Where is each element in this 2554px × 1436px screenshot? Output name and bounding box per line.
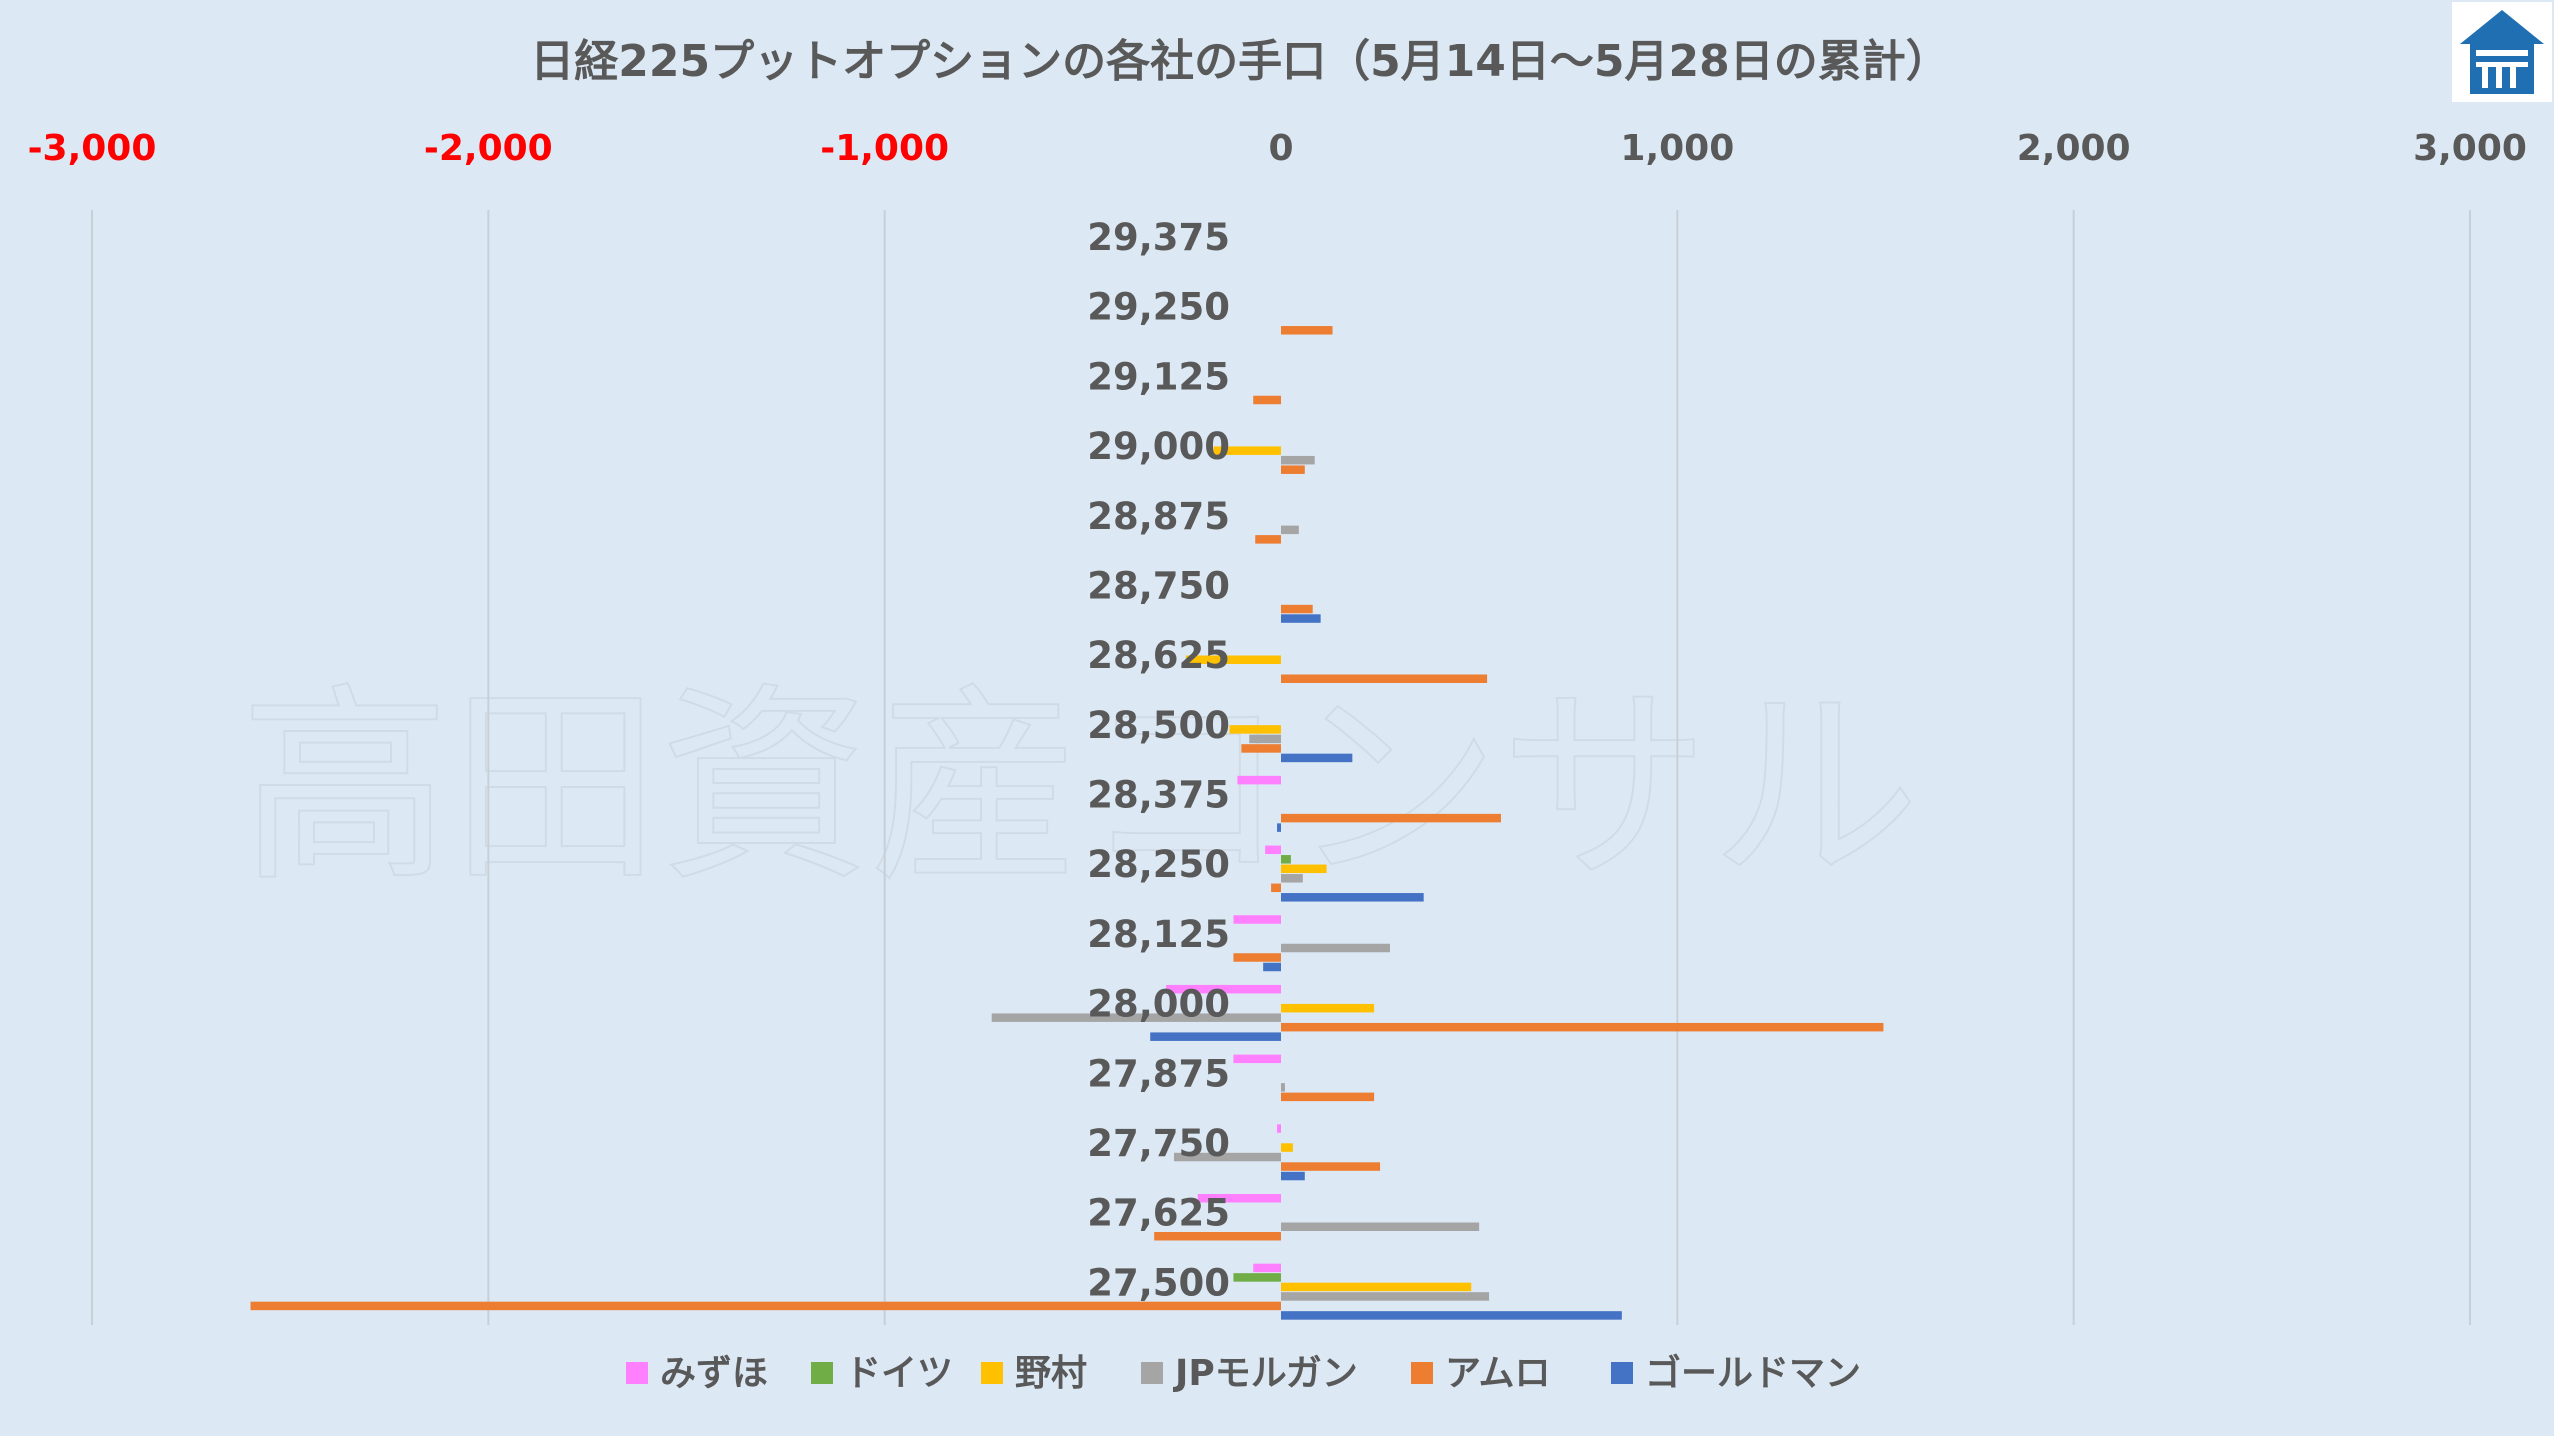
category-label: 29,000 [1087,425,1230,468]
category-label: 28,250 [1087,843,1230,886]
legend-label: JPモルガン [1172,1353,1358,1394]
bar [1281,1022,1884,1032]
bar [1281,1311,1622,1320]
bar [1281,1092,1375,1102]
bar [1281,1282,1472,1292]
legend-label: ゴールドマン [1645,1352,1861,1394]
category-label: 28,375 [1087,774,1230,817]
category-label: 28,750 [1087,564,1230,607]
category-label: 27,875 [1087,1052,1230,1095]
bar [1253,395,1281,405]
bar [1281,525,1299,535]
bar [1237,775,1281,785]
bar [1281,614,1321,623]
bar [1271,883,1281,893]
bar [1249,734,1281,744]
category-label: 28,875 [1087,495,1230,538]
bar [250,1301,1282,1311]
bar [1281,855,1291,864]
x-tick-label: 1,000 [1620,128,1734,169]
x-axis-ticks: -3,000 -2,000 -1,000 0 1,000 2,000 3,000 [28,128,2527,169]
chart-title: 日経225プットオプションの各社の手口（5月14日～5月28日の累計） [530,36,1950,87]
bar [1166,984,1281,994]
bar [1277,1124,1281,1133]
bar [1281,326,1333,335]
legend-label: アムロ [1445,1353,1550,1394]
bar [1281,1171,1305,1181]
legend-swatch [1611,1362,1633,1384]
legend-label: ドイツ [845,1353,953,1394]
bar [1229,725,1281,734]
bars [250,326,1884,1320]
bar [1281,943,1390,953]
bar [1233,915,1281,924]
legend-swatch [1411,1362,1433,1384]
bar [1277,823,1281,832]
bar [1213,446,1281,455]
category-label: 27,750 [1087,1122,1230,1165]
bar [1281,1143,1293,1152]
bar [1281,813,1501,823]
bar [1281,465,1305,474]
bar [1185,655,1281,664]
bar [1281,1292,1490,1301]
bar [1265,845,1281,855]
x-tick-label: -2,000 [424,128,553,169]
legend-swatch [811,1362,833,1384]
legend-label: みずほ [660,1353,768,1394]
category-label: 29,375 [1087,216,1230,259]
legend-swatch [626,1362,648,1384]
x-tick-label: 2,000 [2017,128,2131,169]
category-label: 28,625 [1087,634,1230,677]
legend-label: 野村 [1015,1353,1087,1394]
bar [1233,953,1281,962]
bar [1281,874,1303,883]
category-label: 27,625 [1087,1192,1230,1235]
bar [1233,1273,1281,1282]
category-label: 28,500 [1087,704,1230,747]
bar [1281,1162,1381,1171]
category-label: 27,500 [1087,1261,1230,1304]
x-tick-label: -3,000 [28,128,157,169]
watermark-text: 高田資産コンサル [240,665,1920,910]
legend-swatch [1141,1362,1163,1384]
bar [1281,753,1353,763]
bar [1150,1032,1281,1041]
bar [1281,1222,1480,1231]
bar [991,1013,1281,1022]
gridlines [91,210,2471,1325]
bar [1281,674,1488,683]
bar [1154,1231,1281,1241]
category-label: 29,125 [1087,355,1230,398]
category-label: 29,250 [1087,286,1230,329]
bar [1197,1193,1281,1203]
bar [1281,455,1315,465]
legend-swatch [981,1362,1003,1384]
bar [1263,962,1281,972]
bar [1281,893,1424,902]
category-label: 28,125 [1087,913,1230,956]
bar [1173,1152,1281,1162]
x-tick-label: -1,000 [820,128,949,169]
category-label: 28,000 [1087,983,1230,1026]
bar [1281,864,1327,874]
house-logo-icon [2452,2,2552,102]
bar [1281,604,1313,614]
bar [1255,535,1281,544]
bar [1253,1263,1281,1273]
bar [1241,744,1281,753]
legend: みずほ ドイツ 野村 JPモルガン アムロ ゴールドマン [626,1352,1861,1394]
bar [1281,1003,1375,1013]
bar [1233,1054,1281,1064]
bar [1281,1083,1285,1092]
x-tick-label: 0 [1268,128,1293,169]
x-tick-label: 3,000 [2413,128,2527,169]
category-labels: 29,375 29,250 29,125 29,000 28,875 28,750 28,6… [1087,216,1230,1304]
